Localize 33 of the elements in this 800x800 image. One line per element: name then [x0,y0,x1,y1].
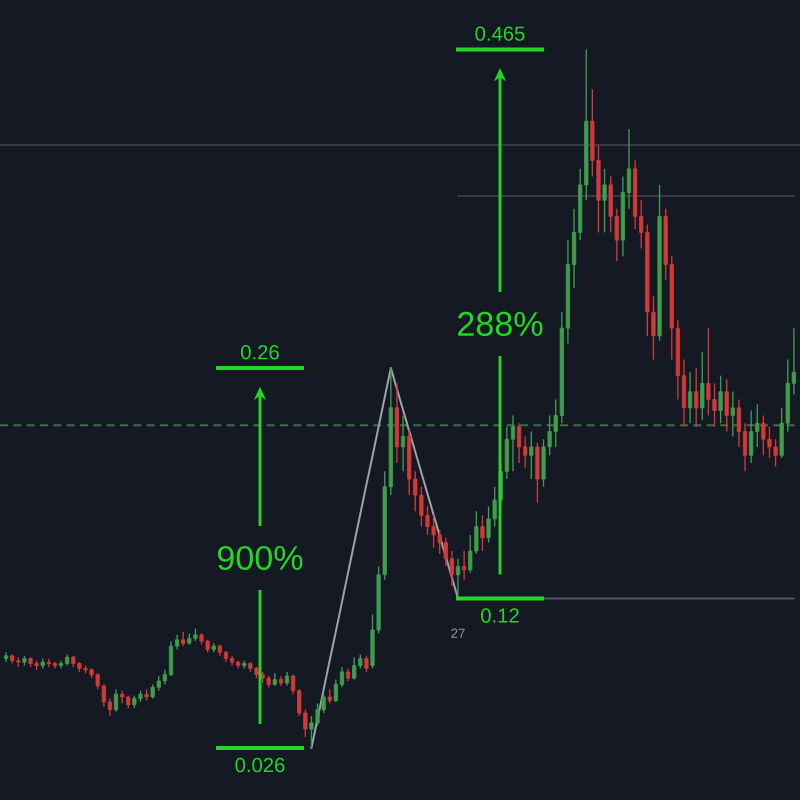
annotation: 0.26 [241,345,279,360]
candlestick [462,550,467,581]
candlestick [480,514,485,552]
candlestick [431,514,436,549]
candlestick [4,651,9,663]
candlestick [761,414,766,456]
candlestick [718,374,723,424]
candlestick [535,442,540,504]
candlestick [724,378,729,433]
text: 0.026 [235,757,285,773]
candlestick [749,409,754,464]
candlestick [510,414,516,473]
candlestick [687,371,693,424]
candlestick [529,430,534,480]
text: 0.465 [475,26,525,41]
candlestick [694,367,699,428]
annotation: 0.12 [481,608,519,623]
candlestick [400,414,406,473]
candlestick [120,690,125,704]
annotation: 900% [217,545,303,571]
candlestick [602,168,607,234]
candlestick [633,159,638,230]
candlestick [168,640,174,677]
candlestick [730,391,735,438]
candlestick [449,550,455,587]
annotation: 288% [458,311,543,337]
candlestick [394,382,400,464]
candlestick [46,657,51,668]
candlestick [352,656,357,681]
candlestick [700,351,705,422]
candlestick [516,422,522,464]
candlestick [455,558,461,600]
candlestick [113,688,119,713]
